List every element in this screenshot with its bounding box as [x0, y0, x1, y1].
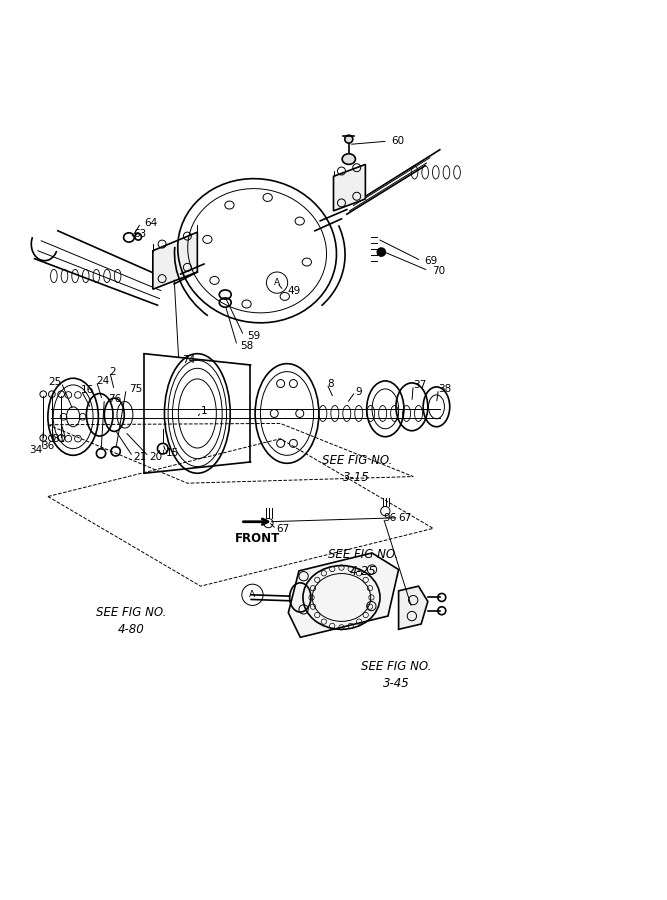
Text: 21: 21 — [133, 452, 146, 462]
Polygon shape — [288, 553, 399, 637]
Text: 63: 63 — [133, 230, 146, 239]
Text: 24: 24 — [96, 376, 109, 386]
Text: SEE FIG NO.
4-25: SEE FIG NO. 4-25 — [328, 548, 399, 578]
Text: A: A — [274, 278, 280, 287]
Text: 31: 31 — [53, 435, 66, 445]
Text: 36: 36 — [41, 441, 55, 451]
Text: 2: 2 — [109, 366, 116, 376]
Text: 75: 75 — [129, 384, 143, 394]
Text: FRONT: FRONT — [235, 532, 279, 544]
Text: 60: 60 — [392, 136, 404, 146]
Text: 16: 16 — [81, 385, 94, 395]
Ellipse shape — [342, 154, 356, 165]
Text: SEE FIG NO.
3-15: SEE FIG NO. 3-15 — [321, 454, 392, 483]
Text: 96: 96 — [384, 513, 397, 523]
Text: SEE FIG NO.
4-80: SEE FIG NO. 4-80 — [96, 606, 166, 635]
Polygon shape — [153, 232, 197, 289]
Text: A: A — [249, 590, 255, 599]
Text: SEE FIG NO.
3-45: SEE FIG NO. 3-45 — [362, 660, 432, 689]
Text: 76: 76 — [107, 394, 121, 404]
Text: 74: 74 — [182, 356, 195, 365]
Text: 37: 37 — [414, 380, 426, 390]
Text: 25: 25 — [48, 377, 61, 387]
Text: 67: 67 — [399, 513, 412, 523]
Text: 8: 8 — [327, 379, 334, 389]
Text: 58: 58 — [241, 341, 253, 351]
Text: 34: 34 — [29, 445, 43, 455]
Text: 49: 49 — [287, 285, 300, 295]
Text: 15: 15 — [166, 447, 179, 458]
Text: 20: 20 — [149, 452, 162, 462]
Ellipse shape — [378, 248, 386, 256]
Text: 64: 64 — [144, 218, 157, 228]
Text: 38: 38 — [438, 384, 452, 394]
Text: 70: 70 — [432, 266, 445, 275]
Text: 67: 67 — [276, 524, 289, 534]
Polygon shape — [399, 586, 428, 629]
Text: 69: 69 — [424, 256, 438, 266]
Text: 59: 59 — [247, 331, 260, 341]
Polygon shape — [334, 165, 366, 211]
Ellipse shape — [345, 135, 353, 143]
Text: 1: 1 — [201, 407, 207, 417]
Text: 9: 9 — [356, 386, 362, 397]
